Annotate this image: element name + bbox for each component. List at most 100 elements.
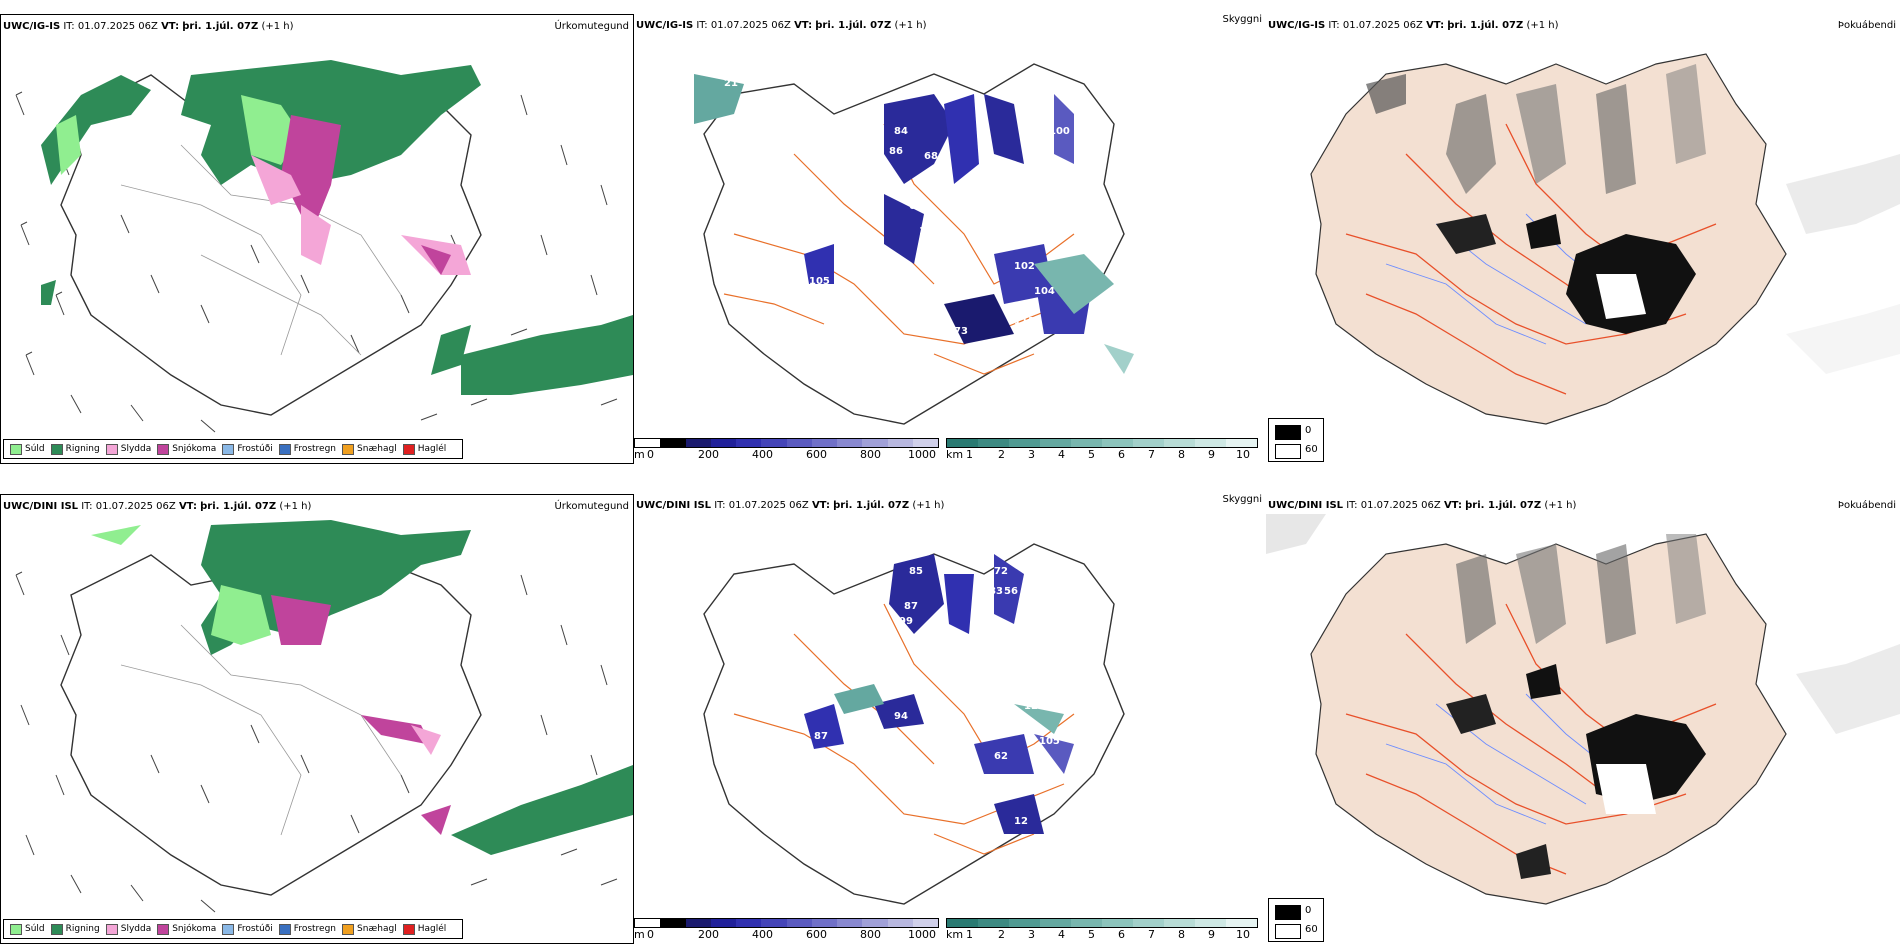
- visibility-tick: 7: [1148, 928, 1155, 941]
- panel-header: UWC/IG-IS IT: 01.07.2025 06Z VT: þri. 1.…: [3, 20, 631, 34]
- fog-legend: 0 60: [1268, 418, 1324, 462]
- visibility-tick: 9: [1208, 928, 1215, 941]
- svg-text:64: 64: [909, 201, 923, 212]
- fog-areas: [1266, 514, 1900, 879]
- legend-item: Frostúði: [222, 923, 273, 935]
- svg-text:86: 86: [889, 146, 903, 157]
- visibility-tick: 5: [1088, 928, 1095, 941]
- visibility-tick: 2: [998, 448, 1005, 461]
- svg-text:121: 121: [1024, 701, 1045, 712]
- lead-time: (+1 h): [261, 21, 294, 32]
- svg-text:99: 99: [899, 616, 913, 627]
- model-name: UWC/DINI ISL: [636, 500, 712, 511]
- precip-map: [15, 60, 633, 433]
- init-time: IT: 01.07.2025 06Z: [81, 501, 176, 512]
- precip-type-panel-bottom: UWC/DINI ISL IT: 01.07.2025 06Z VT: þri.…: [0, 494, 634, 944]
- cloud-value-labels: 85 72 119 108 87 99 83 56 87 94 121 62 1…: [814, 566, 1060, 827]
- valid-time: þri. 1.júl. 07Z: [833, 500, 910, 511]
- valid-time: þri. 1.júl. 07Z: [200, 501, 277, 512]
- field-name: Úrkomutegund: [554, 501, 629, 512]
- iceland-outline: [703, 63, 1125, 425]
- panel-header: UWC/DINI ISL IT: 01.07.2025 06Z VT: þri.…: [636, 494, 1264, 513]
- valid-time-label: VT:: [794, 20, 813, 31]
- valid-time-label: VT:: [1443, 500, 1462, 511]
- svg-text:85: 85: [909, 566, 923, 577]
- ceiling-tick: 400: [752, 448, 773, 461]
- legend-item: Haglél: [402, 923, 446, 935]
- fog-legend-low: 60: [1305, 444, 1318, 455]
- visibility-map: 21 84 86 68 72 64 176 94 100 102 104 73 …: [694, 63, 1134, 425]
- legend-item: Snjókoma: [157, 443, 216, 455]
- low-ceiling-areas: [804, 94, 1094, 344]
- lead-time: (+1 h): [1526, 20, 1559, 31]
- svg-text:105: 105: [1039, 736, 1060, 747]
- init-time: IT: 01.07.2025 06Z: [714, 500, 809, 511]
- lead-time: (+1 h): [1544, 500, 1577, 511]
- visibility-tick: 1: [966, 928, 973, 941]
- svg-text:176: 176: [919, 226, 940, 237]
- ceiling-colorbar: m 0 200 400 600 800 1000: [634, 438, 939, 464]
- fog-index-panel-bottom: UWC/DINI ISL IT: 01.07.2025 06Z VT: þri.…: [1266, 494, 1900, 944]
- svg-text:87: 87: [904, 601, 918, 612]
- ceiling-tick: 200: [698, 928, 719, 941]
- panel-header: UWC/IG-IS IT: 01.07.2025 06Z VT: þri. 1.…: [636, 14, 1264, 33]
- svg-text:105: 105: [809, 276, 830, 287]
- svg-text:100: 100: [1049, 126, 1070, 137]
- model-name: UWC/IG-IS: [636, 20, 694, 31]
- visibility-tick: 1: [966, 448, 973, 461]
- ceiling-tick: 800: [860, 928, 881, 941]
- field-name: Þokuábendi: [1837, 20, 1896, 31]
- svg-text:104: 104: [1034, 286, 1055, 297]
- panel-header: UWC/DINI ISL IT: 01.07.2025 06Z VT: þri.…: [1268, 499, 1898, 513]
- fog-areas: [1366, 64, 1900, 374]
- legend-item: Súld: [10, 443, 45, 455]
- valid-time: þri. 1.júl. 07Z: [1447, 20, 1524, 31]
- field-name: Þokuábendi: [1837, 500, 1896, 511]
- valid-time-label: VT:: [1426, 20, 1445, 31]
- iceland-outline: [60, 554, 482, 896]
- svg-text:94: 94: [924, 256, 938, 267]
- ceiling-tick: 400: [752, 928, 773, 941]
- precip-areas: [41, 60, 633, 395]
- visibility-tick: 2: [998, 928, 1005, 941]
- visibility-colorbar: km 1 2 3 4 5 6 7 8 9 10: [946, 438, 1258, 464]
- wind-barbs: [15, 571, 618, 913]
- ceiling-unit: m: [634, 928, 645, 941]
- valid-time-label: VT:: [811, 500, 830, 511]
- init-time: IT: 01.07.2025 06Z: [696, 20, 791, 31]
- svg-text:72: 72: [924, 171, 938, 182]
- legend-item: Snæhagl: [342, 443, 397, 455]
- svg-text:72: 72: [994, 566, 1008, 577]
- svg-text:68: 68: [924, 151, 938, 162]
- svg-text:94: 94: [894, 711, 908, 722]
- visibility-tick: 3: [1028, 448, 1035, 461]
- lead-time: (+1 h): [279, 501, 312, 512]
- panel-header: UWC/IG-IS IT: 01.07.2025 06Z VT: þri. 1.…: [1268, 19, 1898, 33]
- legend-item: Slydda: [105, 923, 151, 935]
- init-time: IT: 01.07.2025 06Z: [1328, 20, 1423, 31]
- visibility-colorbar: km 1 2 3 4 5 6 7 8 9 10: [946, 918, 1258, 944]
- precip-map: [15, 520, 633, 913]
- visibility-tick: 6: [1118, 448, 1125, 461]
- iceland-outline: [703, 543, 1125, 905]
- svg-text:102: 102: [1014, 261, 1035, 272]
- model-name: UWC/IG-IS: [3, 21, 61, 32]
- cloud-value-labels: 21 84 86 68 72 64 176 94 100 102 104 73 …: [724, 78, 1070, 337]
- svg-text:83: 83: [989, 586, 1003, 597]
- field-name: Úrkomutegund: [554, 21, 629, 32]
- low-ceiling-areas: [804, 554, 1074, 834]
- visibility-areas: [834, 684, 1064, 734]
- visibility-areas: [694, 74, 1134, 374]
- visibility-panel-bottom: UWC/DINI ISL IT: 01.07.2025 06Z VT: þri.…: [634, 494, 1266, 944]
- visibility-tick: 5: [1088, 448, 1095, 461]
- init-time: IT: 01.07.2025 06Z: [1346, 500, 1441, 511]
- precip-areas: [91, 520, 633, 855]
- panel-header: UWC/DINI ISL IT: 01.07.2025 06Z VT: þri.…: [3, 500, 631, 514]
- valid-time-label: VT:: [178, 501, 197, 512]
- legend-item: Súld: [10, 923, 45, 935]
- ceiling-colorbar: m 0 200 400 600 800 1000: [634, 918, 939, 944]
- valid-time-label: VT:: [161, 21, 180, 32]
- valid-time: þri. 1.júl. 07Z: [182, 21, 259, 32]
- visibility-tick: 9: [1208, 448, 1215, 461]
- lead-time: (+1 h): [894, 20, 927, 31]
